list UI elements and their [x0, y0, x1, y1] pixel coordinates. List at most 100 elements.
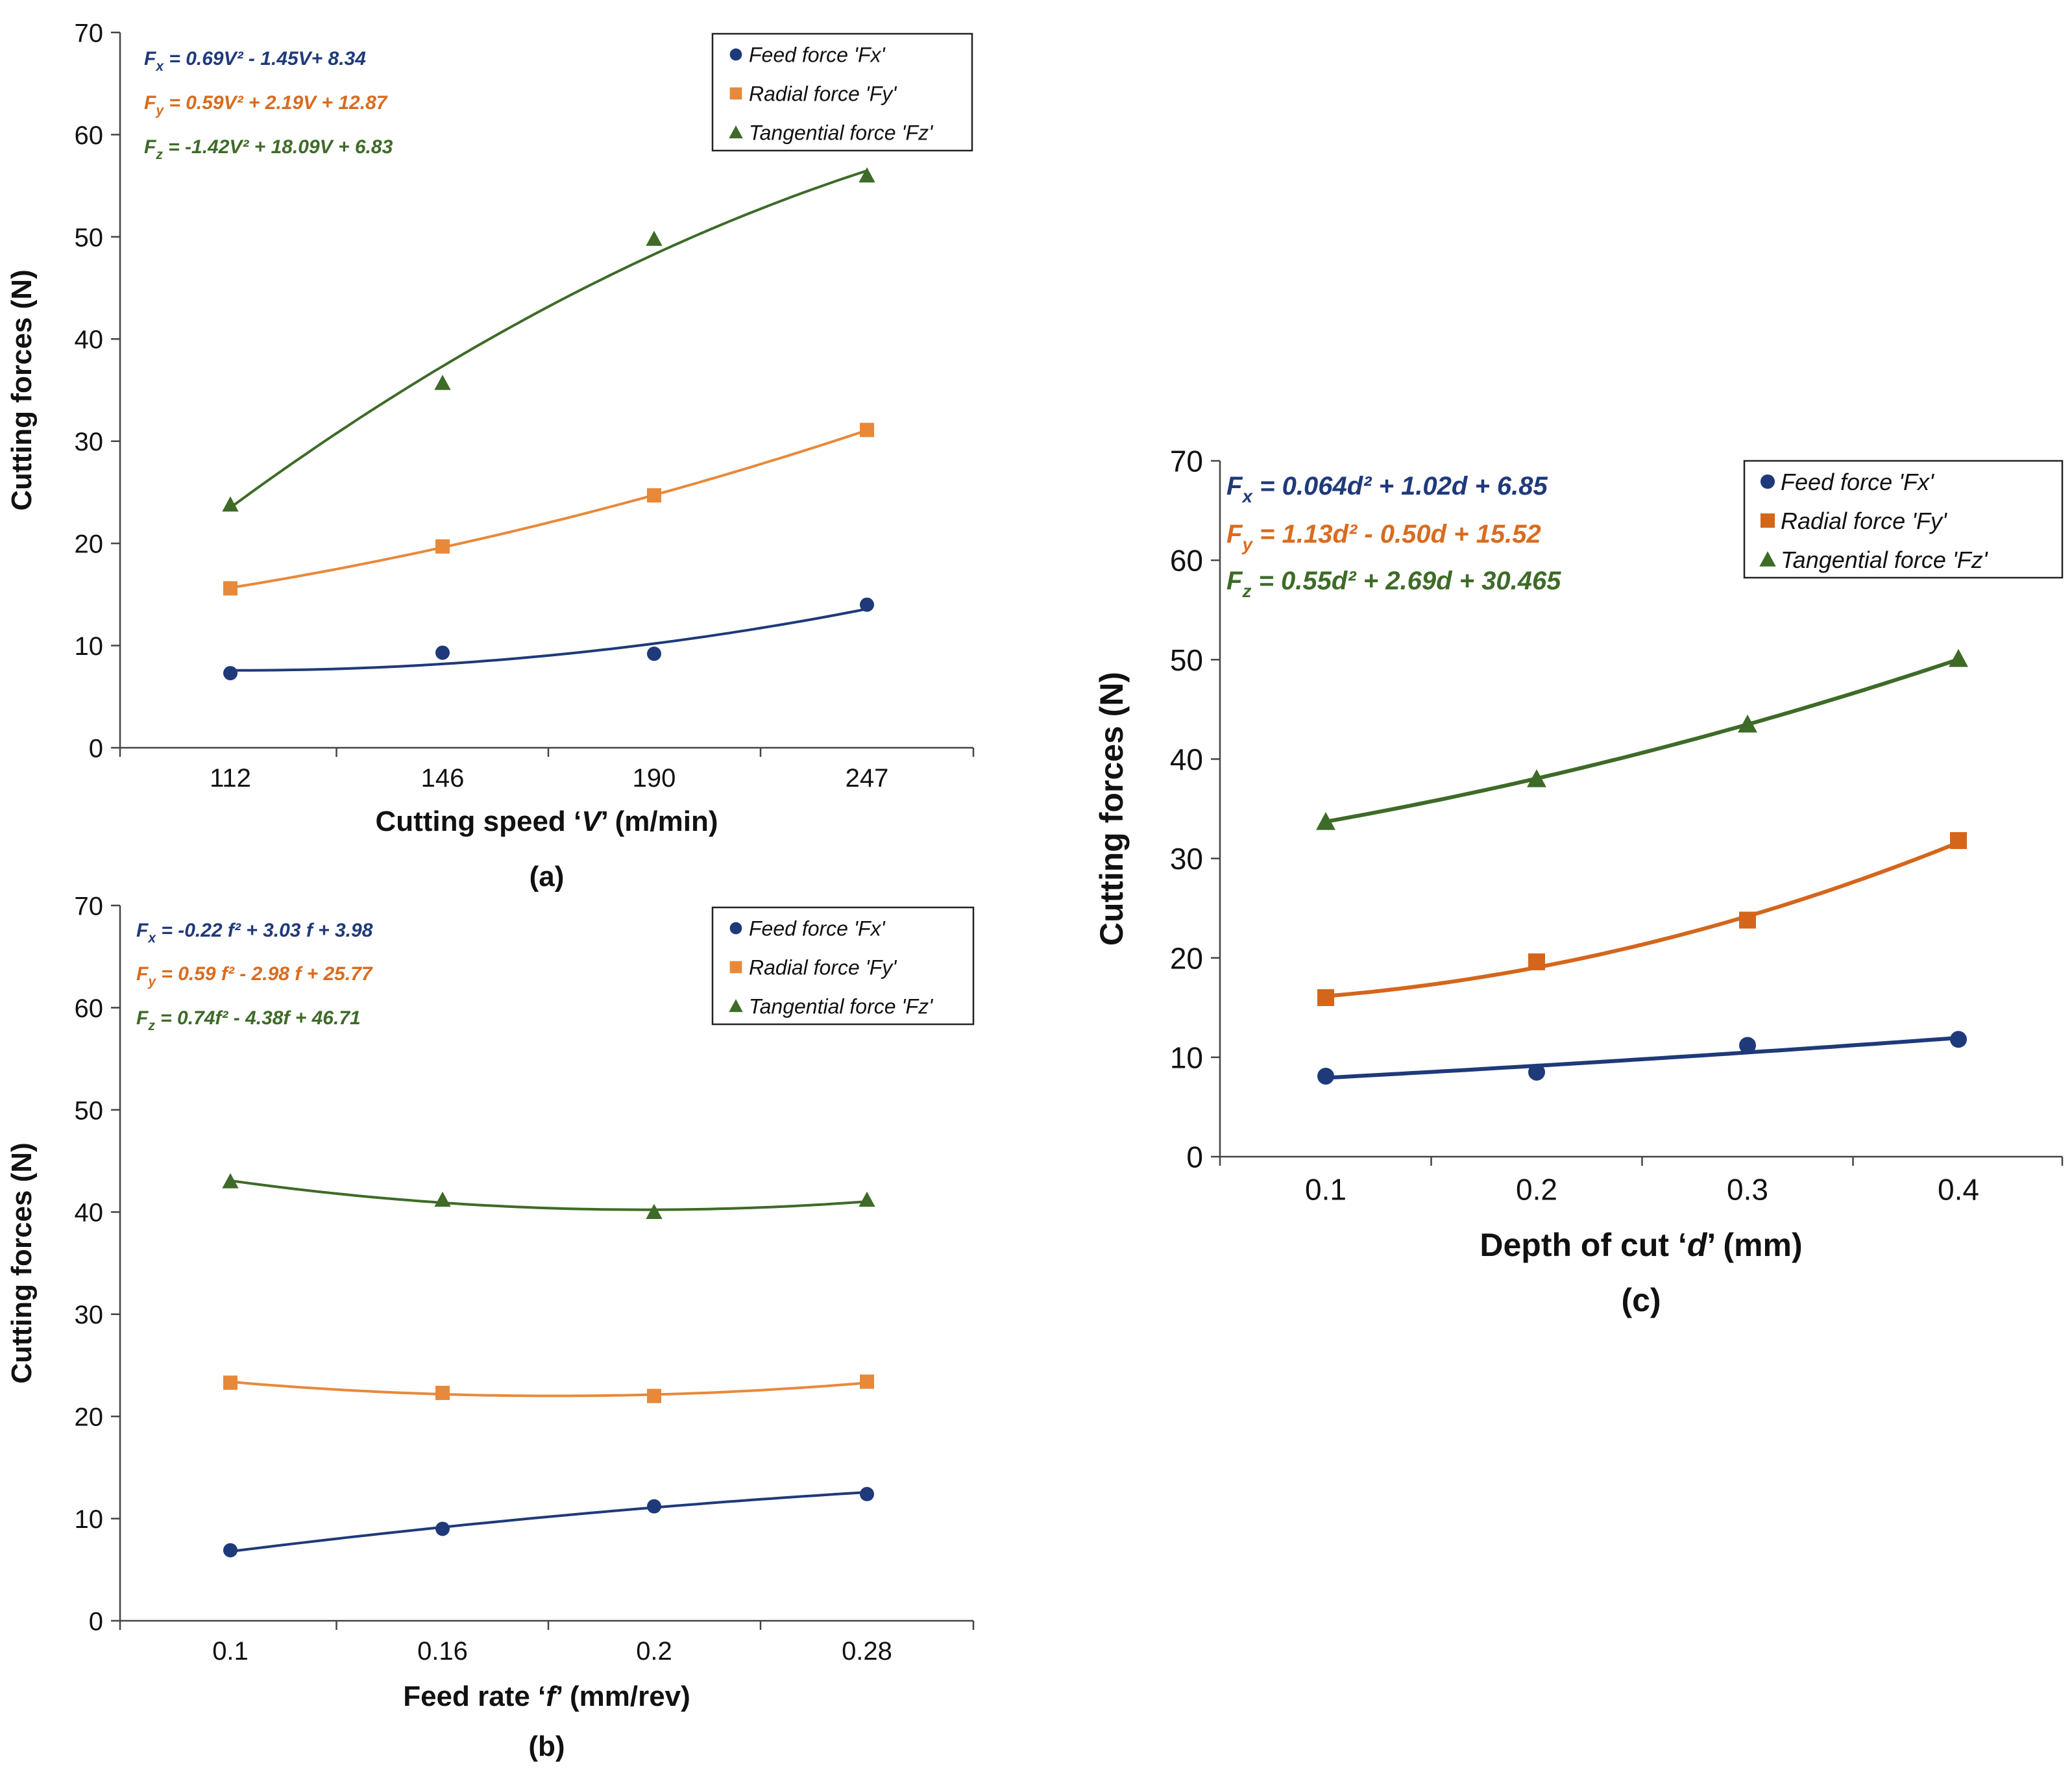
data-point-fz — [434, 375, 451, 390]
regression-equation: Fz = -1.42V² + 18.09V + 6.83 — [144, 136, 393, 162]
x-axis-label-part: d — [1687, 1227, 1708, 1263]
legend-marker — [729, 87, 742, 100]
data-point-fx — [223, 1543, 238, 1558]
y-tick-label: 50 — [1170, 643, 1203, 677]
equation-symbol: F — [144, 48, 156, 69]
y-tick-label: 70 — [75, 892, 104, 920]
y-tick-label: 30 — [75, 1301, 104, 1329]
data-point-fy — [435, 539, 450, 554]
legend-entry: Tangential force 'Fz' — [1781, 547, 1988, 573]
y-tick-label: 60 — [75, 121, 104, 150]
legend-marker — [1760, 474, 1775, 489]
panel-label: (c) — [1621, 1282, 1661, 1318]
data-point-fz — [859, 1191, 875, 1207]
x-axis-label-part: ’ (m/min) — [601, 806, 718, 837]
data-point-fz — [1527, 769, 1546, 787]
x-tick-label: 190 — [633, 764, 676, 793]
legend: Feed force 'Fx' Radial force 'Fy' Tangenti… — [1743, 460, 2064, 579]
equation-symbol: F — [136, 1007, 149, 1029]
y-tick-label: 20 — [75, 1403, 104, 1432]
equation-symbol: F — [1226, 567, 1243, 595]
y-tick-label: 40 — [75, 326, 104, 354]
x-tick-label: 0.28 — [842, 1637, 892, 1666]
y-axis-label: Cutting forces (N) — [6, 1142, 38, 1384]
x-tick-label: 0.2 — [1516, 1172, 1557, 1206]
data-point-fx — [1739, 1037, 1756, 1054]
x-tick-label: 0.4 — [1938, 1172, 1979, 1206]
legend-marker — [729, 125, 743, 139]
data-point-fz — [646, 1203, 663, 1220]
x-axis-label-part: ’ (mm/rev) — [555, 1680, 690, 1712]
data-point-fz — [1949, 648, 1968, 667]
legend: Feed force 'Fx' Radial force 'Fy' Tangenti… — [711, 906, 975, 1026]
legend-entry: Feed force 'Fx' — [1781, 469, 1934, 495]
x-axis-label-part: ’ (mm) — [1707, 1227, 1802, 1263]
data-point-fx — [860, 1486, 874, 1501]
equation-subscript: x — [155, 59, 164, 74]
x-axis-label-part: Cutting speed ‘ — [375, 806, 581, 837]
y-tick-label: 30 — [75, 428, 104, 456]
data-point-fz — [222, 1173, 239, 1188]
legend-marker — [729, 48, 742, 61]
x-tick-label: 0.1 — [1305, 1172, 1347, 1206]
regression-equation: Fx = 0.69V² - 1.45V+ 8.34 — [144, 48, 366, 74]
data-point-fz — [434, 1191, 451, 1207]
legend-entry: Tangential force 'Fz' — [749, 995, 934, 1018]
y-tick-label: 60 — [1170, 544, 1203, 578]
chart-panel-1: 0 10 20 30 40 50 60 70 112 146 190 247 Cutting speed… — [6, 19, 975, 892]
data-point-fx — [860, 597, 874, 612]
trend-line-fx — [230, 608, 868, 672]
regression-equation: Fx = 0.064d² + 1.02d + 6.85 — [1226, 472, 1548, 506]
data-point-fy — [860, 1374, 874, 1389]
x-tick-label: 0.3 — [1727, 1172, 1768, 1206]
x-axis-label-part: f — [546, 1680, 558, 1712]
data-point-fx — [1528, 1063, 1545, 1081]
equation-symbol: F — [1226, 472, 1243, 500]
trend-line-fy — [230, 1380, 868, 1397]
data-point-fz — [859, 167, 875, 183]
trend-line-fy — [230, 429, 868, 589]
data-point-fx — [1317, 1067, 1334, 1085]
data-point-fx — [435, 1521, 450, 1536]
y-axis-label: Cutting forces (N) — [1093, 672, 1130, 946]
data-point-fz — [1316, 811, 1335, 830]
equation-rest: = 1.13d² - 0.50d + 15.52 — [1252, 520, 1541, 548]
x-axis-label: Cutting speed ‘V’ (m/min) — [375, 806, 718, 837]
data-point-fx — [223, 666, 238, 681]
y-tick-label: 20 — [75, 530, 104, 559]
trend-line-fx — [230, 1491, 868, 1553]
y-axis-label: Cutting forces (N) — [6, 269, 38, 511]
legend-marker — [729, 999, 743, 1013]
x-tick-label: 0.1 — [212, 1637, 249, 1666]
trend-line-fy — [1325, 841, 1960, 998]
data-point-fx — [647, 646, 661, 661]
regression-equation: Fz = 0.74f² - 4.38f + 46.71 — [136, 1007, 361, 1033]
legend-box — [711, 32, 973, 152]
legend-entry: Radial force 'Fy' — [1781, 508, 1947, 534]
equation-symbol: F — [144, 92, 156, 114]
regression-equation: Fy = 0.59 f² - 2.98 f + 25.77 — [136, 963, 373, 989]
legend-entry: Radial force 'Fy' — [749, 956, 897, 979]
y-tick-label: 40 — [1170, 743, 1203, 776]
x-tick-label: 112 — [210, 764, 251, 793]
legend-marker — [1759, 551, 1776, 567]
legend-entry: Tangential force 'Fz' — [749, 121, 934, 145]
regression-equation: Fx = -0.22 f² + 3.03 f + 3.98 — [136, 920, 373, 946]
data-point-fy — [647, 1388, 661, 1403]
y-tick-label: 10 — [75, 632, 104, 661]
panel-label: (b) — [528, 1730, 565, 1762]
chart-panel-3: 0 10 20 30 40 50 60 70 0.1 0.2 0.3 0.4 Depth of cut … — [1093, 445, 2064, 1318]
equation-subscript: y — [147, 974, 156, 989]
data-point-fy — [1739, 911, 1756, 929]
equation-subscript: x — [147, 931, 156, 946]
trend-line-fz — [1325, 658, 1959, 824]
equation-rest: = 0.59 f² - 2.98 f + 25.77 — [156, 963, 373, 985]
legend: Feed force 'Fx' Radial force 'Fy' Tangenti… — [711, 32, 973, 152]
data-point-fy — [1528, 953, 1545, 970]
y-tick-label: 0 — [89, 734, 103, 763]
x-axis-label: Depth of cut ‘d’ (mm) — [1480, 1227, 1802, 1263]
x-axis-label-part: V — [581, 806, 603, 837]
legend-marker — [1760, 513, 1775, 528]
data-point-fy — [860, 423, 874, 437]
